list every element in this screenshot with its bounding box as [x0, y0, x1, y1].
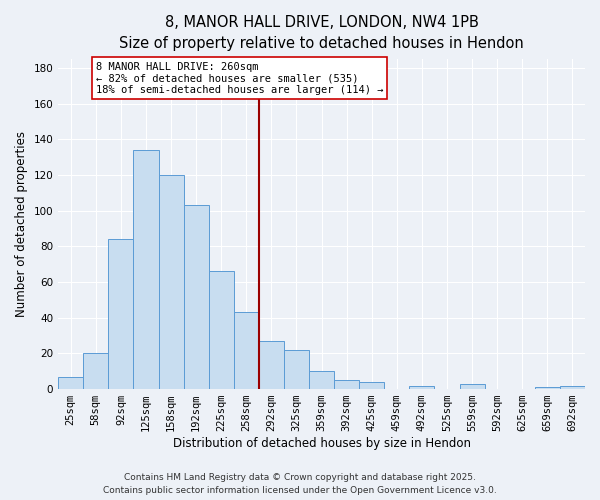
Bar [158, 175, 184, 389]
Text: 8 MANOR HALL DRIVE: 260sqm
← 82% of detached houses are smaller (535)
18% of sem: 8 MANOR HALL DRIVE: 260sqm ← 82% of deta… [96, 62, 383, 95]
Text: Contains HM Land Registry data © Crown copyright and database right 2025.
Contai: Contains HM Land Registry data © Crown c… [103, 474, 497, 495]
Bar [334, 380, 359, 389]
X-axis label: Distribution of detached houses by size in Hendon: Distribution of detached houses by size … [173, 437, 470, 450]
Bar [359, 382, 385, 389]
Bar [133, 150, 158, 389]
Title: 8, MANOR HALL DRIVE, LONDON, NW4 1PB
Size of property relative to detached house: 8, MANOR HALL DRIVE, LONDON, NW4 1PB Siz… [119, 15, 524, 51]
Y-axis label: Number of detached properties: Number of detached properties [15, 131, 28, 317]
Bar [109, 240, 133, 389]
Bar [409, 386, 434, 389]
Bar [58, 376, 83, 389]
Bar [560, 386, 585, 389]
Bar [460, 384, 485, 389]
Bar [184, 206, 209, 389]
Bar [535, 388, 560, 389]
Bar [83, 354, 109, 389]
Bar [234, 312, 259, 389]
Bar [209, 272, 234, 389]
Bar [259, 341, 284, 389]
Bar [309, 371, 334, 389]
Bar [284, 350, 309, 389]
